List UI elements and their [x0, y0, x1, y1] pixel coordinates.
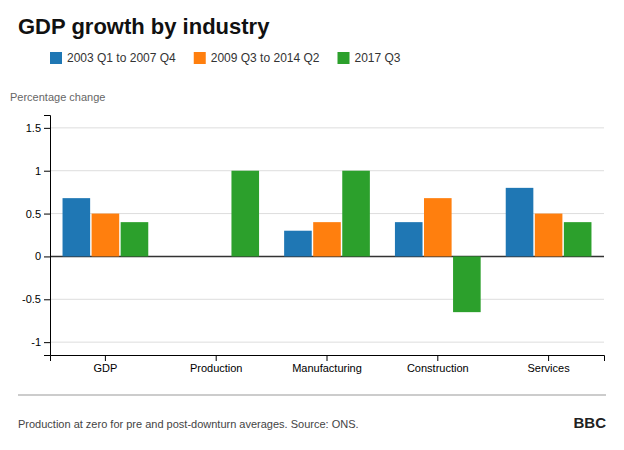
grid-line: [50, 127, 604, 128]
tick-mark: [216, 355, 217, 361]
bar: [506, 188, 534, 257]
grid-line: [50, 170, 604, 171]
footnote: Production at zero for pre and post-down…: [18, 418, 359, 430]
legend-label: 2003 Q1 to 2007 Q4: [67, 51, 176, 65]
tick: Production: [190, 355, 243, 374]
bar: [284, 231, 312, 257]
bar: [342, 171, 370, 257]
bar: [453, 256, 481, 312]
separator: [18, 395, 606, 396]
bar: [535, 214, 563, 257]
tick-mark: [44, 214, 50, 215]
tick-label: 0.5: [26, 208, 41, 220]
tick-label: 1: [35, 165, 41, 177]
tick: Construction: [407, 355, 469, 374]
bar: [424, 198, 452, 256]
tick: 0: [35, 250, 50, 262]
chart: GDP growth by industry 2003 Q1 to 2007 Q4…: [0, 0, 624, 450]
logo-text: BBC: [574, 414, 607, 431]
tick: 0.5: [26, 208, 50, 220]
subtitle: Percentage change: [10, 91, 105, 103]
bar: [313, 222, 341, 256]
tick-label: Manufacturing: [292, 362, 362, 374]
x-axis: GDP Production Manufacturing Construction Se…: [51, 355, 605, 374]
tick-mark: [437, 355, 438, 361]
tick-label: 0: [35, 250, 41, 262]
tick-mark: [105, 355, 106, 361]
tick-mark: [44, 171, 50, 172]
title: GDP growth by industry: [18, 14, 270, 39]
series: [63, 188, 534, 257]
tick-label: 1.5: [26, 122, 41, 134]
tick-label: GDP: [93, 362, 117, 374]
series: [121, 171, 592, 312]
legend: 2003 Q1 to 2007 Q4 2009 Q3 to 2014 Q2 2017…: [50, 51, 401, 65]
tick-mark: [327, 355, 328, 361]
tick-label: -1: [31, 336, 41, 348]
tick-label: -0.5: [22, 293, 41, 305]
tick-mark: [548, 355, 549, 361]
legend-swatch: [50, 52, 62, 64]
grid: [50, 128, 604, 342]
tick-mark: [44, 128, 50, 129]
legend-label: 2017 Q3: [355, 51, 401, 65]
y-axis: -1 -0.5 0 0.5 1 1.5: [22, 116, 50, 356]
tick-label: Services: [528, 362, 571, 374]
bar: [173, 256, 201, 257]
series: [92, 198, 563, 256]
tick-mark: [44, 299, 50, 300]
bar: [564, 222, 592, 256]
tick: Manufacturing: [292, 355, 362, 374]
tick: -1: [31, 336, 50, 348]
plot: -1 -0.5 0 0.5 1 1.5 GDP Production Manufacturing…: [22, 116, 604, 374]
grid-line: [50, 342, 604, 343]
tick: Services: [528, 355, 571, 374]
bar: [395, 222, 423, 256]
tick: 1: [35, 165, 50, 177]
bars: [63, 171, 592, 312]
tick-mark: [44, 342, 50, 343]
tick: 1.5: [26, 122, 50, 134]
legend-label: 2009 Q3 to 2014 Q2: [211, 51, 320, 65]
tick-label: Production: [190, 362, 243, 374]
tick: GDP: [93, 355, 117, 374]
tick: -0.5: [22, 293, 50, 305]
bar: [92, 214, 120, 257]
axis-line: [44, 116, 51, 356]
bar: [63, 198, 91, 256]
legend-swatch: [194, 52, 206, 64]
grid-line: [50, 299, 604, 300]
tick-mark: [44, 256, 50, 257]
bar: [231, 171, 259, 257]
tick-label: Construction: [407, 362, 469, 374]
bar: [202, 256, 230, 257]
bar: [121, 222, 149, 256]
axis-line: [51, 356, 605, 362]
legend-swatch: [338, 52, 350, 64]
